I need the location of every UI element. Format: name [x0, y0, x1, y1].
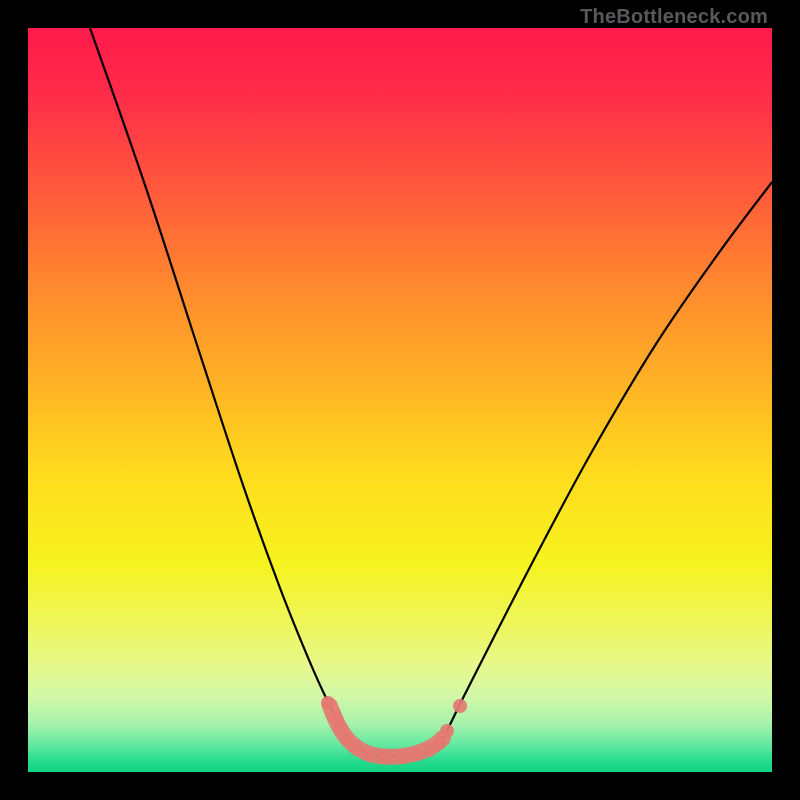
valley-highlight-dot: [363, 747, 377, 761]
valley-highlight-dot: [453, 699, 467, 713]
curve-right-branch: [446, 182, 772, 733]
valley-highlight-dot: [379, 749, 393, 763]
plot-area: [28, 28, 772, 772]
watermark-text: TheBottleneck.com: [580, 6, 768, 29]
curve-left-branch: [90, 28, 342, 728]
valley-highlight-dot: [395, 749, 409, 763]
curve-layer: [28, 28, 772, 772]
valley-highlight-dot: [440, 724, 454, 738]
valley-highlight-dot: [432, 736, 446, 750]
valley-highlight-dot: [349, 741, 363, 755]
valley-highlight-dot: [409, 747, 423, 761]
chart-frame: TheBottleneck.com: [0, 0, 800, 800]
valley-highlight-dot: [321, 696, 335, 710]
